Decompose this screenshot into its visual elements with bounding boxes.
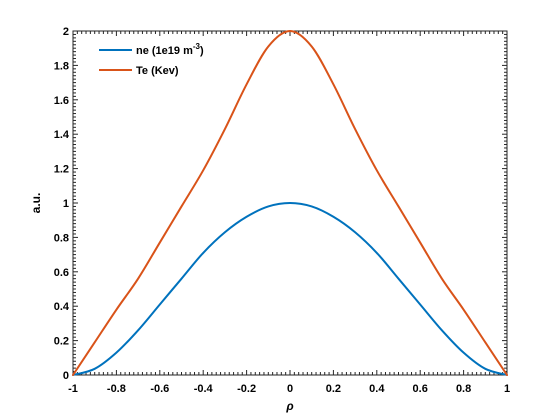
- y-tick-label: 1: [63, 198, 69, 210]
- y-tick-label: 0.2: [54, 336, 69, 348]
- series-line-te: [72, 30, 508, 376]
- x-tick-label: 0.8: [456, 383, 471, 395]
- legend-label-text: Te (Kev): [136, 65, 179, 77]
- y-tick-label: 0.8: [54, 232, 69, 244]
- series-line-ne: [72, 202, 508, 376]
- y-tick-label: 1.4: [54, 129, 70, 141]
- y-tick-label: 0.6: [54, 267, 69, 279]
- legend: ne (1e19 m-3) Te (Kev): [99, 42, 204, 77]
- y-tick-label: 0: [63, 370, 69, 382]
- x-tick-label: -0.6: [150, 383, 169, 395]
- legend-label-suffix: ): [200, 45, 204, 57]
- x-tick-label: 0: [287, 383, 293, 395]
- legend-label-superscript: -3: [193, 42, 201, 51]
- x-tick-label: -0.4: [194, 383, 214, 395]
- y-axis-title: a.u.: [29, 193, 43, 214]
- x-tick-label: 0.2: [326, 383, 341, 395]
- x-tick-label: 0.4: [369, 383, 385, 395]
- y-tick-label: 1.8: [54, 60, 69, 72]
- x-tick-label: 0.6: [413, 383, 428, 395]
- x-axis-title: ρ: [285, 399, 293, 413]
- y-tick-label: 2: [63, 26, 69, 38]
- y-tick-label: 0.4: [54, 301, 70, 313]
- x-tick-label: -0.2: [237, 383, 256, 395]
- x-axis: -1 -0.8 -0.6 -0.4 -0.2 0 0.2 0.4 0.6 0.8 1: [68, 31, 510, 395]
- y-tick-label: 1.2: [54, 164, 69, 176]
- legend-label: ne (1e19 m-3): [136, 42, 204, 57]
- legend-label-text: ne (1e19 m: [136, 45, 193, 57]
- x-tick-label: -0.8: [107, 383, 126, 395]
- series-layer: [72, 30, 508, 376]
- x-tick-label: 1: [504, 383, 510, 395]
- legend-label: Te (Kev): [136, 65, 179, 77]
- y-tick-label: 1.6: [54, 95, 69, 107]
- x-tick-label: -1: [68, 383, 78, 395]
- y-axis: 0 0.2 0.4 0.6 0.8 1 1.2 1.4 1.6 1.8 2: [54, 26, 507, 382]
